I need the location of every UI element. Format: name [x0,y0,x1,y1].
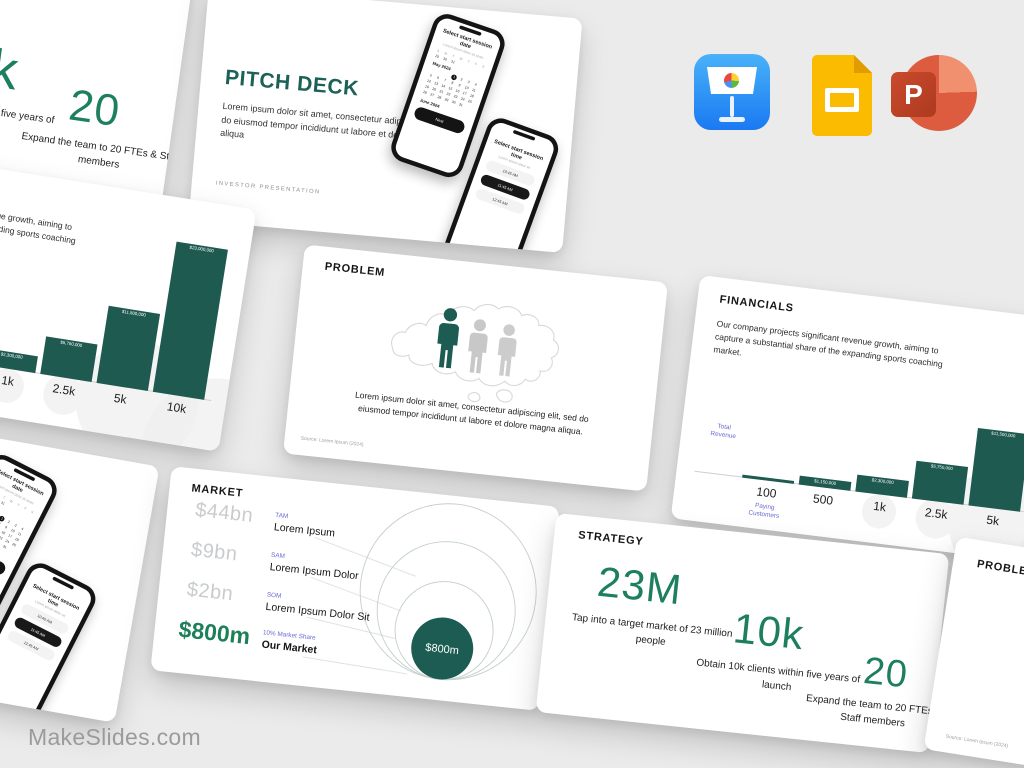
x-axis-label: 500 [812,491,834,508]
cover-title: PITCH DECK [224,65,360,101]
slide-title: PROBLEM [976,558,1024,580]
weekday: T [2,496,6,501]
bar-value-label: $1,150,000 [813,478,837,487]
slide-body: Our company projects significant revenue… [0,187,77,246]
chart-bar [742,474,795,484]
keynote-icon[interactable] [694,54,770,130]
x-axis-caption: Paying Customers [748,501,780,520]
tam-sam-som-circles: $800m [302,503,537,681]
slide-thumb-strategy[interactable]: STRATEGY 23M Tap into a target market of… [535,512,950,754]
slide-title: FINANCIALS [718,293,795,315]
bar-value-label: $11,500,000 [991,430,1016,439]
calendar-day: 31 [458,102,464,108]
google-slides-folded-corner [854,55,872,73]
slide-thumb-cover-fragment[interactable]: Select start session date Lorem ipsum do… [0,397,160,723]
weekday: S [481,64,485,69]
bar-value-label: $23,000,000 [189,244,215,254]
market-tag: SOM [266,590,282,600]
chart-bar: $11,500,000 [968,427,1024,512]
source-note: Source: Lorem Ipsum (2024) [945,733,1009,749]
source-note: Source: Lorem Ipsum (2024) [300,435,364,448]
chart-bar: $5,750,000 [911,460,969,505]
stat-value: 23M [595,557,685,614]
google-slides-frame [825,88,859,112]
stat-caption: Expand the team to 20 FTEs & Staff membe… [20,130,181,171]
bubble-label: $800m [425,642,460,657]
bar-value-label: $5,750,000 [930,463,954,472]
prev-day: 29 [434,54,440,60]
prev-day: 31 [450,60,456,65]
phone-notch [512,129,536,141]
bar-value-label: $2,300,000 [871,477,894,486]
market-tag: TAM [274,511,289,520]
stat-value: 20 [65,80,124,137]
weekday: T [451,54,455,59]
person-icon-gray [466,318,490,374]
powerpoint-p-badge: P [891,72,936,117]
weekday: F [23,506,27,511]
prev-day: 30 [442,57,448,62]
slide-title: PROBLEM [324,260,386,279]
market-value: $2bn [185,578,235,606]
y-axis-label: Total Revenue [710,422,737,441]
slide-body: Our company projects significant revenue… [713,318,944,369]
cover-footer: INVESTOR PRESENTATION [215,179,321,196]
chart-bar: $23,000,000 [152,241,228,400]
chart-bar: $5,750,000 [40,336,98,383]
slide-thumb-market[interactable]: $800m MARKET $44bn TAM Lorem Ipsum $9bn … [150,466,560,711]
slide-title: STRATEGY [577,529,645,549]
weekday: T [16,503,20,508]
market-value: $9bn [190,538,239,566]
bar-value-label: $2,300,000 [0,351,23,360]
weekday: S [436,49,440,54]
slide-thumb-financials[interactable]: FINANCIALS Our company projects signific… [670,275,1024,570]
weekday: W [8,499,14,505]
weekday: F [474,62,478,67]
google-slides-icon[interactable] [812,55,872,136]
makeslides-watermark: MakeSlides.com [28,724,201,750]
phone-notch [52,576,75,590]
x-axis-label: 1k [872,498,887,515]
chart-bar: $1,150,000 [798,475,852,491]
powerpoint-icon[interactable]: P [891,52,977,134]
weekday: M [443,51,448,57]
bar-value-label: $5,750,000 [60,339,83,349]
stat-caption: Tap into a target market of 23 million p… [571,612,733,648]
market-tag: SAM [270,551,286,560]
weekday: T [467,59,471,64]
our-market-bubble [411,617,474,680]
stat-value: 10k [731,604,807,659]
person-icon-gray [495,323,519,377]
phone-mockup-time: Select start session time Lorem ipsum do… [0,558,101,723]
keynote-pie-chart [722,71,741,90]
person-icon-teal [434,307,462,369]
prev-day: 31 [0,501,6,507]
keynote-stand [730,96,734,117]
weekday: W [458,57,463,62]
people-icons [429,307,557,399]
slide-thumb-problem[interactable]: PROBLEM Lorem ipsum dolor sit amet, cons… [283,244,668,492]
stat-value: 10k [0,29,23,102]
calendar-day: 25 [467,99,473,105]
keynote-base [719,117,745,122]
weekday: S [30,510,34,515]
bar-value-label: $11,500,000 [121,308,147,318]
stat-value: 20 [861,649,910,697]
chart-bar: $2,300,000 [855,474,909,498]
